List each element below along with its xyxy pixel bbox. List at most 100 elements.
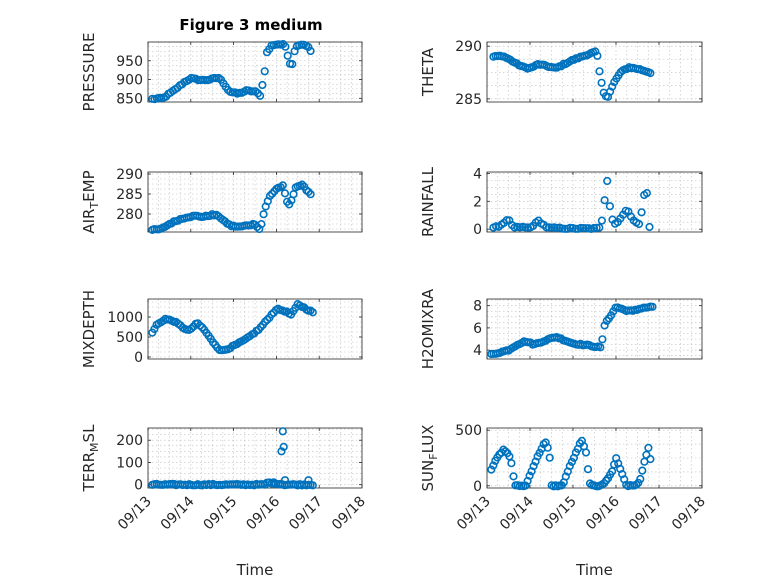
data-point xyxy=(636,474,645,484)
data-point xyxy=(596,343,605,352)
y-tick-label: 290 xyxy=(116,167,143,183)
y-tick-label: 280 xyxy=(116,207,143,223)
y-axis-label: MIXDEPTH xyxy=(80,290,98,368)
y-tick-label: 0 xyxy=(473,222,482,238)
y-tick-label: 0 xyxy=(473,479,482,495)
data-point xyxy=(558,224,567,233)
y-tick-label: 200 xyxy=(116,433,143,449)
y-tick-label: 100 xyxy=(116,455,143,471)
data-point xyxy=(259,210,268,219)
data-point xyxy=(280,189,290,198)
data-point xyxy=(507,459,516,468)
data-point xyxy=(646,455,655,464)
data-point xyxy=(270,479,279,488)
y-axis-label-main: TERR xyxy=(80,452,98,493)
y-tick-label: 290 xyxy=(455,39,482,55)
data-point xyxy=(600,321,609,330)
axes-h2omixra: 4 6 8 H2OMIXRA xyxy=(419,288,703,369)
y-axis-label-main: SUN xyxy=(419,460,437,492)
data-point xyxy=(304,187,313,196)
y-tick-label: 1000 xyxy=(107,310,143,326)
data-point xyxy=(258,80,267,90)
data-point xyxy=(525,471,534,480)
data-point xyxy=(595,67,604,76)
data-point xyxy=(304,476,313,485)
data-point xyxy=(501,447,510,456)
data-point xyxy=(605,202,615,211)
data-point xyxy=(598,335,607,344)
axes-rainfall: 0 2 4 RAINFALL xyxy=(419,166,703,238)
data-point xyxy=(634,219,644,229)
data-point xyxy=(278,427,287,436)
y-axis-label: SUNFLUX xyxy=(419,425,440,492)
data-point xyxy=(276,183,285,192)
data-point xyxy=(285,200,294,209)
data-point xyxy=(535,448,544,458)
data-point xyxy=(257,220,266,229)
data-point xyxy=(279,442,288,452)
data-point xyxy=(567,457,577,467)
data-point xyxy=(193,319,202,328)
axes-pressure: 850 900 950 PRESSURE xyxy=(80,33,363,111)
y-tick-label: 950 xyxy=(116,54,143,70)
axes-frame xyxy=(486,41,703,103)
y-tick-label: 0 xyxy=(134,350,143,366)
data-point xyxy=(565,461,574,471)
y-tick-label: 2 xyxy=(473,194,482,210)
data-point xyxy=(263,315,272,324)
data-point xyxy=(187,324,196,333)
data-point xyxy=(260,67,269,76)
data-point xyxy=(603,176,612,186)
data-point xyxy=(306,190,315,199)
y-tick-label: 900 xyxy=(116,73,143,89)
x-axis-label: Time xyxy=(575,561,613,579)
data-point xyxy=(281,42,290,51)
data-point xyxy=(642,189,652,198)
data-point xyxy=(608,82,617,91)
y-axis-label-sub: T xyxy=(88,202,101,210)
data-point xyxy=(597,78,606,87)
data-point xyxy=(648,302,657,311)
data-point xyxy=(644,443,653,453)
y-axis-label-sub: M xyxy=(88,442,101,452)
data-point xyxy=(280,476,290,485)
data-point xyxy=(288,59,297,69)
y-axis-label-rest: EMP xyxy=(80,170,98,201)
y-axis-label-rest: LUX xyxy=(419,425,437,454)
data-point xyxy=(298,180,307,189)
axes-air_temp: 280 285 290 AIRTEMP xyxy=(80,167,363,234)
figure-title: Figure 3 medium xyxy=(179,16,322,34)
data-point xyxy=(542,223,551,232)
y-tick-label: 500 xyxy=(116,330,143,346)
data-point xyxy=(581,448,591,457)
y-axis-label-main: AIR xyxy=(80,209,98,234)
data-point xyxy=(489,461,498,470)
y-tick-label: 285 xyxy=(116,187,143,203)
y-axis-label-sub: F xyxy=(427,453,440,459)
y-tick-label: 0 xyxy=(134,478,143,494)
y-tick-label: 850 xyxy=(116,91,143,107)
data-point xyxy=(256,323,265,332)
data-point xyxy=(283,51,292,60)
y-tick-label: 6 xyxy=(473,321,482,337)
data-point xyxy=(560,224,570,233)
x-axis-label: Time xyxy=(236,561,274,579)
data-point xyxy=(571,224,580,233)
data-point xyxy=(256,91,265,100)
y-tick-label: 500 xyxy=(455,423,482,439)
data-point xyxy=(592,223,601,232)
data-point xyxy=(637,208,646,217)
y-tick-label: 4 xyxy=(473,166,482,182)
data-point xyxy=(591,47,600,56)
data-point xyxy=(306,46,315,56)
axes-frame xyxy=(147,171,363,233)
data-point xyxy=(543,443,552,452)
data-point xyxy=(595,223,604,232)
y-axis-label: RAINFALL xyxy=(419,166,437,237)
data-point xyxy=(607,467,617,476)
axes-mixdepth: 0 500 1000 MIXDEPTH xyxy=(80,290,363,368)
data-point xyxy=(544,223,554,232)
data-point xyxy=(278,181,287,190)
y-axis-label: THETA xyxy=(419,47,437,97)
